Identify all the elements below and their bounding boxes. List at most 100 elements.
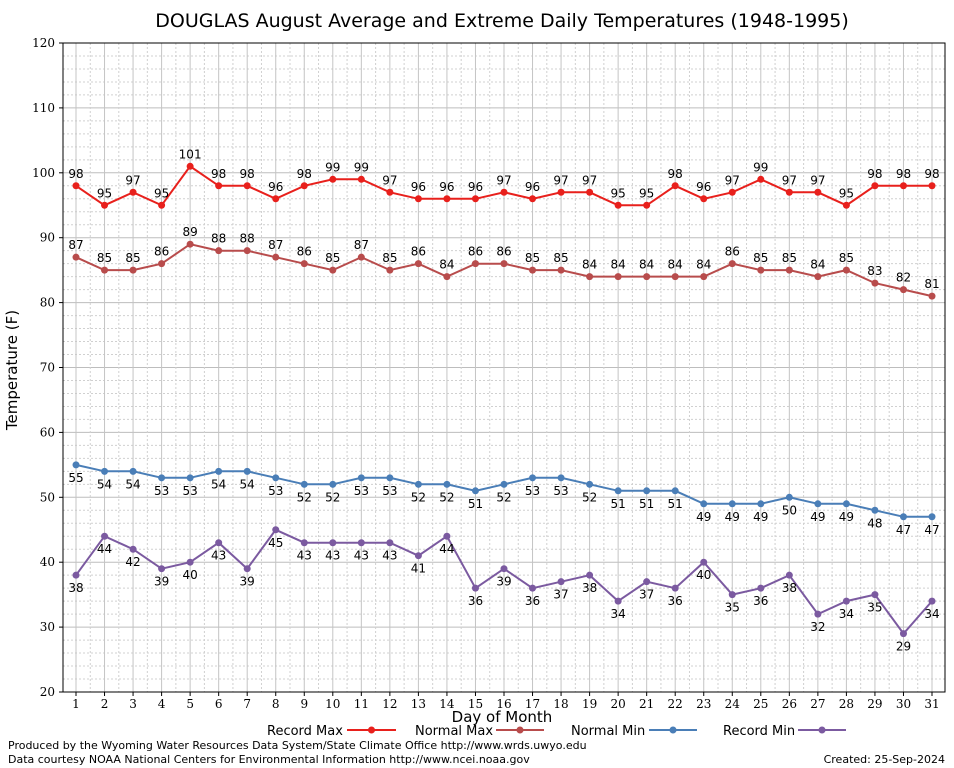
data-label: 53 (182, 484, 197, 498)
data-point (414, 552, 422, 560)
data-label: 87 (268, 238, 283, 252)
data-point (471, 584, 479, 592)
data-label: 85 (525, 251, 540, 265)
created-date: Created: 25-Sep-2024 (824, 753, 945, 766)
data-point (728, 500, 736, 508)
x-tick-label: 18 (553, 697, 568, 711)
data-label: 98 (240, 167, 255, 181)
data-point (814, 610, 822, 618)
data-label: 36 (468, 594, 483, 608)
data-label: 87 (354, 238, 369, 252)
data-point (215, 182, 223, 190)
data-label: 95 (610, 186, 625, 200)
series-normal-max: 87 85 85 86 89 88 88 87 86 85 87 85 86 84 86 86 85 85 84 84… (68, 225, 940, 300)
legend-swatch-marker (669, 726, 677, 734)
x-tick-label: 7 (243, 697, 251, 711)
data-label: 99 (354, 160, 369, 174)
data-label: 38 (68, 581, 83, 595)
data-point (700, 500, 708, 508)
legend-swatch-marker (368, 726, 375, 734)
data-point (243, 467, 251, 475)
x-tick-label: 14 (439, 697, 455, 711)
data-point (300, 480, 308, 488)
x-tick-label: 12 (382, 697, 397, 711)
data-point (899, 286, 907, 294)
data-label: 39 (240, 575, 255, 589)
data-label: 43 (211, 549, 226, 563)
data-label: 89 (182, 225, 197, 239)
data-label: 36 (753, 594, 768, 608)
data-point (785, 266, 793, 274)
data-label: 54 (240, 477, 255, 491)
legend-swatch-marker (516, 726, 524, 734)
data-label: 36 (525, 594, 540, 608)
y-tick-label: 100 (32, 166, 55, 180)
data-point (928, 597, 936, 605)
data-label: 51 (610, 497, 625, 511)
data-label: 54 (125, 477, 140, 491)
data-label: 85 (382, 251, 397, 265)
data-label: 86 (468, 245, 483, 259)
data-point (129, 467, 137, 475)
data-point (101, 201, 109, 209)
data-label: 41 (411, 562, 426, 576)
data-label: 37 (553, 588, 568, 602)
data-label: 51 (668, 497, 683, 511)
data-label: 86 (297, 245, 312, 259)
data-label: 53 (268, 484, 283, 498)
data-point (329, 175, 337, 183)
data-label: 95 (639, 186, 654, 200)
legend-swatch-marker (818, 726, 826, 734)
data-label: 49 (696, 510, 711, 524)
data-point (129, 266, 137, 274)
y-tick-label: 70 (40, 361, 55, 375)
data-label: 95 (154, 186, 169, 200)
data-label: 52 (439, 490, 454, 504)
x-tick-label: 2 (101, 697, 109, 711)
data-point (443, 480, 451, 488)
data-point (614, 201, 622, 209)
data-label: 49 (725, 510, 740, 524)
data-point (158, 565, 166, 573)
data-label: 53 (553, 484, 568, 498)
data-point (243, 182, 251, 190)
legend-label: Record Min (723, 724, 795, 739)
data-point (272, 195, 280, 203)
data-point (471, 487, 479, 495)
data-point (871, 279, 879, 287)
data-point (871, 506, 879, 514)
data-label: 98 (211, 167, 226, 181)
data-point (386, 188, 394, 196)
data-point (243, 565, 251, 573)
data-point (443, 195, 451, 203)
data-label: 85 (125, 251, 140, 265)
data-point (586, 273, 594, 281)
data-label: 53 (382, 484, 397, 498)
data-label: 98 (924, 167, 939, 181)
data-label: 44 (97, 542, 112, 556)
x-tick-label: 27 (810, 697, 825, 711)
data-label: 49 (810, 510, 825, 524)
data-label: 96 (468, 180, 483, 194)
y-axis-ticks: 20 30 40 50 60 70 80 90 100 110 120 (32, 36, 63, 699)
data-label: 34 (924, 607, 939, 621)
y-tick-label: 60 (40, 425, 55, 439)
data-label: 97 (725, 173, 740, 187)
data-point (386, 539, 394, 547)
data-label: 39 (154, 575, 169, 589)
data-label: 47 (924, 523, 939, 537)
data-point (158, 260, 166, 268)
legend-item: Normal Max (415, 724, 544, 739)
x-tick-label: 30 (896, 697, 911, 711)
data-label: 98 (896, 167, 911, 181)
legend-label: Normal Max (415, 724, 493, 739)
x-tick-label: 9 (300, 697, 308, 711)
data-label: 97 (810, 173, 825, 187)
data-point (557, 188, 565, 196)
data-point (728, 188, 736, 196)
data-point (842, 266, 850, 274)
data-label: 83 (867, 264, 882, 278)
data-point (700, 195, 708, 203)
data-point (614, 487, 622, 495)
data-point (72, 461, 80, 469)
